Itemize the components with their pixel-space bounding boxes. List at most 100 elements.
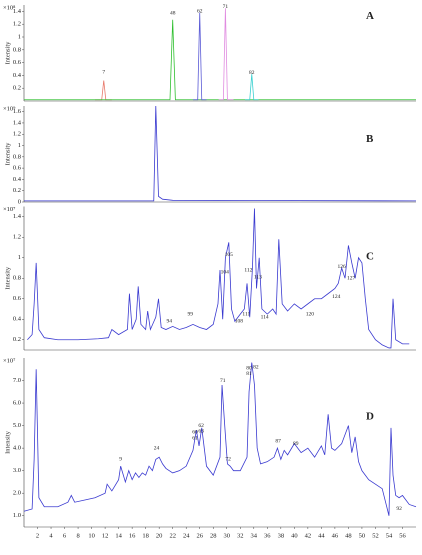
y-axis-label: Intensity	[4, 142, 11, 165]
x-tick-label: 54	[386, 532, 393, 539]
panel-label: B	[366, 133, 374, 145]
peak-label: 92	[396, 506, 402, 512]
x-tick-label: 48	[345, 532, 352, 539]
peak-label: 61	[192, 435, 198, 441]
y-unit: ×10⁷	[3, 206, 15, 213]
y-tick-label: 0.4	[13, 72, 22, 79]
x-tick-label: 8	[76, 532, 79, 539]
y-tick-label: 1	[18, 142, 21, 149]
y-tick-label: 1.2	[13, 131, 21, 138]
chromatogram-trace	[245, 74, 259, 101]
peak-label: 7	[102, 69, 105, 75]
x-tick-label: 46	[332, 532, 339, 539]
x-tick-label: 36	[264, 532, 271, 539]
panel-label: A	[366, 10, 374, 22]
y-axis-label: Intensity	[4, 266, 11, 289]
x-tick-label: 40	[291, 532, 298, 539]
chromatogram-trace	[218, 8, 234, 101]
chromatogram-trace	[23, 362, 417, 516]
x-tick-label: 22	[169, 532, 176, 539]
peak-label: 71	[220, 378, 226, 384]
x-tick-label: 28	[210, 532, 217, 539]
peak-label: 112	[244, 267, 252, 273]
y-axis-label: Intensity	[4, 430, 11, 453]
peak-label: 99	[188, 311, 194, 317]
x-tick-label: 38	[278, 532, 285, 539]
y-tick-label: 4.0	[13, 445, 21, 452]
y-tick-label: 6.0	[13, 400, 21, 407]
y-tick-label: 1	[18, 33, 21, 40]
peak-label: 113	[254, 274, 262, 280]
y-tick-label: 1.4	[13, 119, 22, 126]
y-tick-label: 0.4	[13, 316, 22, 323]
x-tick-label: 30	[224, 532, 231, 539]
y-tick-label: 1.2	[13, 21, 21, 28]
peak-label: 108	[235, 319, 244, 325]
y-tick-label: 0.8	[13, 46, 21, 53]
peak-label: 81	[246, 371, 252, 377]
y-tick-label: 0	[18, 198, 21, 205]
chromatogram-trace	[24, 19, 416, 101]
peak-label: 82	[253, 364, 259, 370]
peak-label: 24	[154, 445, 160, 451]
x-tick-label: 18	[142, 532, 149, 539]
y-tick-label: 1.6	[13, 108, 22, 115]
panel-label: D	[366, 411, 374, 423]
peak-label: 124	[332, 294, 341, 300]
y-tick-label: 0.2	[13, 187, 21, 194]
y-tick-label: 1.2	[13, 234, 21, 241]
y-tick-label: 0.6	[13, 59, 22, 66]
peak-label: 120	[306, 311, 315, 317]
peak-label: 111	[242, 311, 250, 317]
y-tick-label: 0.8	[13, 275, 21, 282]
peak-label: 72	[225, 457, 231, 463]
y-tick-label: 0.4	[13, 176, 22, 183]
chromatogram-trace	[192, 12, 207, 101]
peak-label: 60	[192, 430, 198, 436]
peak-label: 71	[223, 4, 229, 10]
x-tick-label: 24	[183, 532, 190, 539]
x-tick-label: 52	[372, 532, 379, 539]
x-tick-label: 6	[63, 532, 67, 539]
y-tick-label: 2.0	[13, 490, 21, 497]
peak-label: 48	[170, 11, 176, 17]
x-tick-label: 16	[129, 532, 136, 539]
peak-label: 126	[338, 264, 347, 270]
x-tick-label: 14	[115, 532, 122, 539]
y-tick-label: 3.0	[13, 467, 21, 474]
x-tick-label: 42	[305, 532, 312, 539]
y-tick-label: 1.4	[13, 213, 22, 220]
y-unit: ×10⁷	[3, 357, 15, 364]
y-tick-label: 0.6	[13, 165, 22, 172]
x-tick-label: 34	[251, 532, 258, 539]
x-tick-label: 10	[88, 532, 95, 539]
peak-label: 82	[249, 70, 255, 76]
panel-label: C	[366, 250, 374, 262]
y-tick-label: 1.4	[13, 8, 22, 15]
chromatogram-trace	[94, 80, 112, 101]
x-tick-label: 4	[49, 532, 53, 539]
y-axis-label: Intensity	[4, 41, 11, 64]
peak-label: 62	[198, 423, 204, 429]
peak-label: 114	[261, 314, 269, 320]
peak-label: 104	[221, 269, 230, 275]
x-tick-label: 26	[196, 532, 203, 539]
peak-label: 105	[225, 252, 234, 258]
x-tick-label: 2	[36, 532, 39, 539]
y-tick-label: 1	[18, 254, 21, 261]
y-tick-label: 0.2	[13, 85, 21, 92]
chromatogram-trace	[27, 208, 410, 349]
chromatogram-trace	[24, 105, 417, 202]
peak-label: 80	[246, 365, 252, 371]
y-tick-label: 0.6	[13, 295, 22, 302]
peak-label: 9	[119, 457, 122, 463]
x-tick-label: 20	[156, 532, 163, 539]
y-tick-label: 1.0	[13, 512, 21, 519]
x-tick-label: 44	[318, 532, 325, 539]
y-tick-label: 0.8	[13, 153, 21, 160]
y-tick-label: 5.0	[13, 422, 21, 429]
y-unit: ×10⁸	[3, 4, 16, 11]
x-tick-label: 12	[102, 532, 109, 539]
y-tick-label: 0.2	[13, 336, 21, 343]
